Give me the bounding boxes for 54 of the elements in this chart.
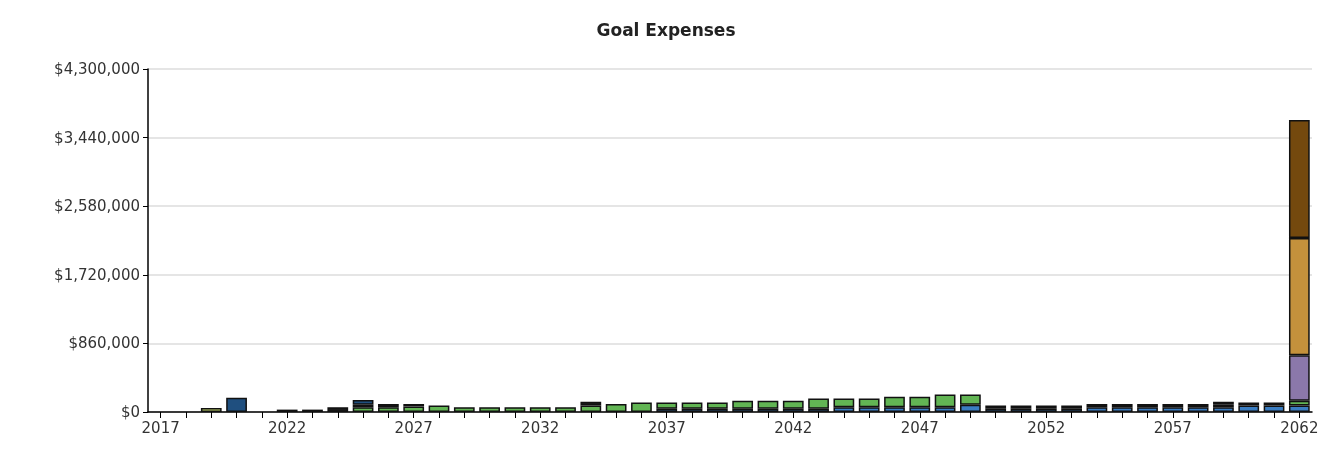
x-tick-label: 2062 — [1280, 418, 1319, 437]
bar — [479, 407, 500, 412]
bar — [782, 400, 804, 409]
y-tick-label: $3,440,000 — [54, 128, 140, 147]
x-tick-label: 2022 — [268, 418, 307, 437]
bar — [631, 402, 652, 412]
bar — [858, 398, 880, 408]
bar — [327, 407, 349, 412]
x-tick-label: 2047 — [900, 418, 939, 437]
bar — [909, 396, 931, 408]
bar — [605, 404, 627, 412]
bar — [555, 407, 576, 412]
bar — [1263, 405, 1285, 412]
bar — [706, 402, 728, 409]
bar — [226, 397, 247, 412]
bar — [352, 407, 374, 412]
bar — [529, 407, 551, 412]
bar — [200, 408, 222, 412]
bar — [580, 405, 602, 412]
x-tick-label: 2017 — [141, 418, 180, 437]
bar — [1238, 405, 1260, 412]
x-tick-label: 2032 — [521, 418, 560, 437]
bar — [1288, 405, 1310, 412]
x-tick-label: 2042 — [774, 418, 813, 437]
bar — [428, 405, 450, 412]
bar — [757, 400, 779, 409]
bar — [1137, 407, 1158, 412]
bar — [453, 407, 475, 412]
y-tick-label: $0 — [120, 403, 140, 421]
bar — [378, 407, 399, 412]
y-tick-label: $860,000 — [68, 334, 140, 353]
bar — [732, 400, 754, 409]
bar — [808, 398, 829, 409]
y-tick-label: $1,720,000 — [54, 265, 140, 284]
bar — [681, 402, 703, 409]
bar — [1111, 407, 1133, 412]
x-tick-label: 2057 — [1153, 418, 1192, 437]
bar — [1162, 407, 1184, 412]
y-tick-label: $2,580,000 — [54, 197, 140, 216]
bar — [833, 398, 855, 408]
bar — [1187, 407, 1209, 412]
bar — [352, 400, 374, 405]
bar — [884, 396, 905, 408]
chart-title: Goal Expenses — [596, 19, 736, 40]
x-tick-label: 2052 — [1027, 418, 1066, 437]
bar — [403, 406, 425, 412]
y-tick-label: $4,300,000 — [54, 60, 140, 78]
bar — [1086, 407, 1108, 412]
bar — [656, 402, 678, 409]
bar — [504, 407, 526, 412]
x-tick-label: 2037 — [647, 418, 686, 437]
bar — [1213, 407, 1234, 412]
bar — [934, 394, 956, 408]
x-tick-label: 2027 — [394, 418, 433, 437]
